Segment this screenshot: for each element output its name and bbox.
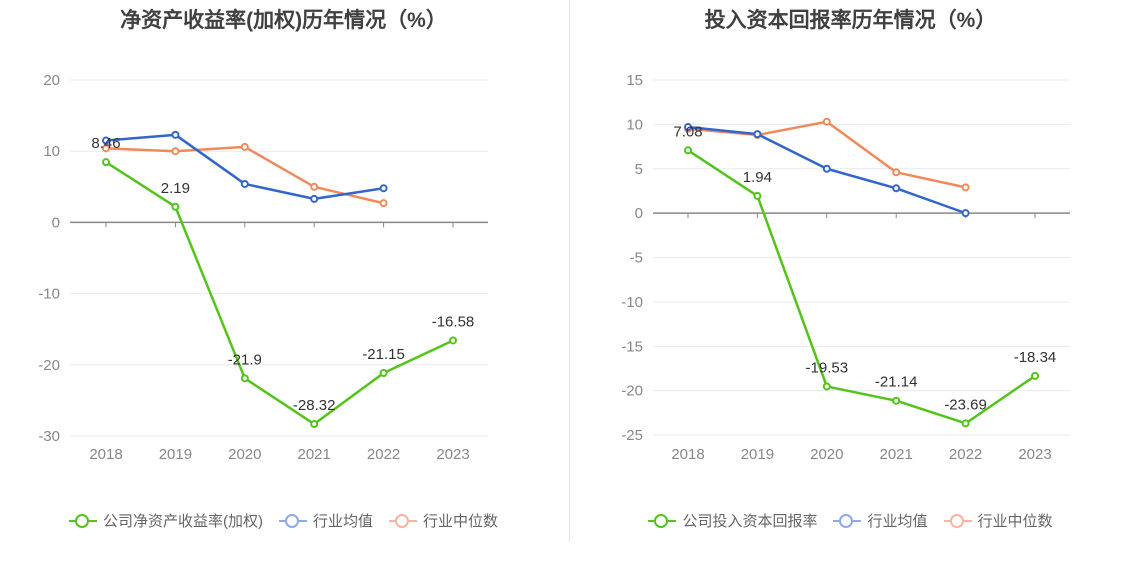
legend-company-marker: [648, 513, 677, 528]
data-label: 2.19: [161, 180, 190, 197]
data-point-company: [684, 146, 692, 155]
legend-item-company[interactable]: 公司投入资本回报率: [648, 510, 817, 531]
legend-company-marker: [68, 513, 97, 528]
legend-avg-marker: [278, 513, 307, 528]
data-point-industry-median: [379, 199, 388, 208]
data-point-industry-median: [102, 144, 110, 153]
legend-median-marker: [943, 513, 972, 528]
legend-avg-marker: [833, 513, 862, 528]
y-tick-label: 10: [626, 116, 643, 133]
legend-label: 行业中位数: [423, 513, 499, 530]
x-tick-label: 2023: [1018, 446, 1051, 463]
x-tick-label: 2021: [298, 446, 331, 463]
y-tick-label: 20: [43, 72, 60, 89]
data-label: -19.53: [806, 359, 849, 376]
legend-item-industry-avg[interactable]: 行业均值: [278, 510, 373, 531]
data-point-company: [892, 396, 901, 405]
data-point-industry-median: [961, 183, 970, 192]
roic-chart-panel: 投入资本回报率历年情况（%） 15 10 5 0 -5 -10 -15 -20 -25 2018 2…: [567, 0, 1134, 582]
legend-item-industry-avg[interactable]: 行业均值: [833, 510, 928, 531]
data-point-industry-avg: [961, 209, 970, 218]
roe-line-chart: 20 10 0 -10 -20 -30 2018 2019 2020 2021 2022 2023 8.…: [38, 72, 488, 463]
y-tick-label: -20: [38, 357, 60, 374]
data-label: 1.94: [743, 169, 772, 186]
chart-title: 投入资本回报率历年情况（%）: [704, 9, 997, 32]
chart-title: 净资产收益率(加权)历年情况（%）: [120, 9, 447, 32]
x-tick-label: 2019: [741, 446, 774, 463]
x-tick-label: 2018: [89, 446, 122, 463]
y-tick-label: -20: [621, 383, 643, 400]
data-point-company: [961, 419, 970, 428]
chart-legend: 公司投入资本回报率 行业均值 行业中位数: [567, 510, 1134, 531]
data-point-industry-median: [310, 182, 319, 191]
x-tick-label: 2020: [228, 446, 261, 463]
y-tick-label: -10: [621, 294, 643, 311]
data-point-industry-avg: [102, 136, 110, 145]
data-label: -28.32: [293, 397, 336, 414]
data-point-industry-avg: [892, 184, 901, 193]
y-tick-label: -30: [38, 428, 60, 445]
x-tick-label: 2019: [159, 446, 192, 463]
data-label: 7.08: [673, 123, 702, 140]
data-point-industry-median: [171, 147, 180, 156]
data-point-industry-avg: [240, 179, 249, 188]
data-label: -18.34: [1014, 349, 1057, 366]
data-label: -21.9: [228, 351, 262, 368]
y-tick-label: -15: [621, 338, 643, 355]
x-tick-label: 2022: [367, 446, 400, 463]
y-tick-label: 15: [626, 72, 643, 89]
data-label: 8.46: [91, 135, 120, 152]
x-tick-label: 2021: [880, 446, 913, 463]
data-point-company: [310, 420, 319, 429]
legend-label: 行业均值: [312, 513, 373, 530]
y-tick-label: -5: [630, 250, 643, 267]
panel-divider: [569, 0, 570, 542]
legend-label: 行业均值: [867, 513, 928, 530]
data-point-industry-avg: [310, 194, 319, 203]
x-tick-label: 2023: [436, 446, 469, 463]
legend-item-industry-median[interactable]: 行业中位数: [943, 510, 1053, 531]
y-tick-label: 0: [52, 214, 60, 231]
data-point-industry-avg: [684, 123, 692, 132]
data-point-industry-median: [240, 142, 249, 151]
y-tick-label: 5: [635, 161, 643, 178]
data-point-industry-avg: [379, 184, 388, 193]
legend-label: 公司投入资本回报率: [682, 513, 818, 530]
data-label: -21.15: [362, 346, 405, 363]
data-point-company: [753, 191, 762, 200]
chart-legend: 公司净资产收益率(加权) 行业均值 行业中位数: [0, 510, 567, 531]
data-point-company: [379, 368, 388, 377]
data-point-company: [171, 202, 180, 211]
series-line-company: [105, 161, 454, 426]
data-label: -21.14: [875, 374, 918, 391]
data-point-industry-median: [822, 117, 831, 126]
roic-line-chart: 15 10 5 0 -5 -10 -15 -20 -25 2018 2019 2020 2021 2022…: [621, 72, 1070, 463]
data-point-company: [822, 382, 831, 391]
series-line-company: [687, 149, 1036, 425]
x-tick-label: 2018: [671, 446, 704, 463]
data-point-industry-avg: [822, 164, 831, 173]
y-tick-label: 10: [43, 143, 60, 160]
data-point-industry-median: [892, 168, 901, 177]
y-tick-label: -25: [621, 427, 643, 444]
data-point-industry-avg: [171, 130, 180, 139]
y-tick-label: -10: [38, 286, 60, 303]
data-point-industry-avg: [753, 130, 762, 139]
legend-item-company[interactable]: 公司净资产收益率(加权): [68, 510, 263, 531]
data-point-company: [449, 336, 457, 345]
data-label: -23.69: [944, 396, 987, 413]
data-point-company: [240, 374, 249, 383]
legend-label: 公司净资产收益率(加权): [102, 513, 263, 530]
legend-median-marker: [389, 513, 417, 528]
x-tick-label: 2020: [810, 446, 843, 463]
data-label: -16.58: [432, 313, 475, 330]
data-point-company: [102, 158, 110, 167]
legend-label: 行业中位数: [977, 513, 1053, 530]
legend-item-industry-median[interactable]: 行业中位数: [389, 510, 498, 531]
data-point-company: [1031, 371, 1039, 380]
x-tick-label: 2022: [949, 446, 982, 463]
roe-chart-panel: 净资产收益率(加权)历年情况（%） 20 10 0 -10 -20 -30 2018 2019…: [0, 9, 567, 531]
y-tick-label: 0: [635, 205, 643, 222]
